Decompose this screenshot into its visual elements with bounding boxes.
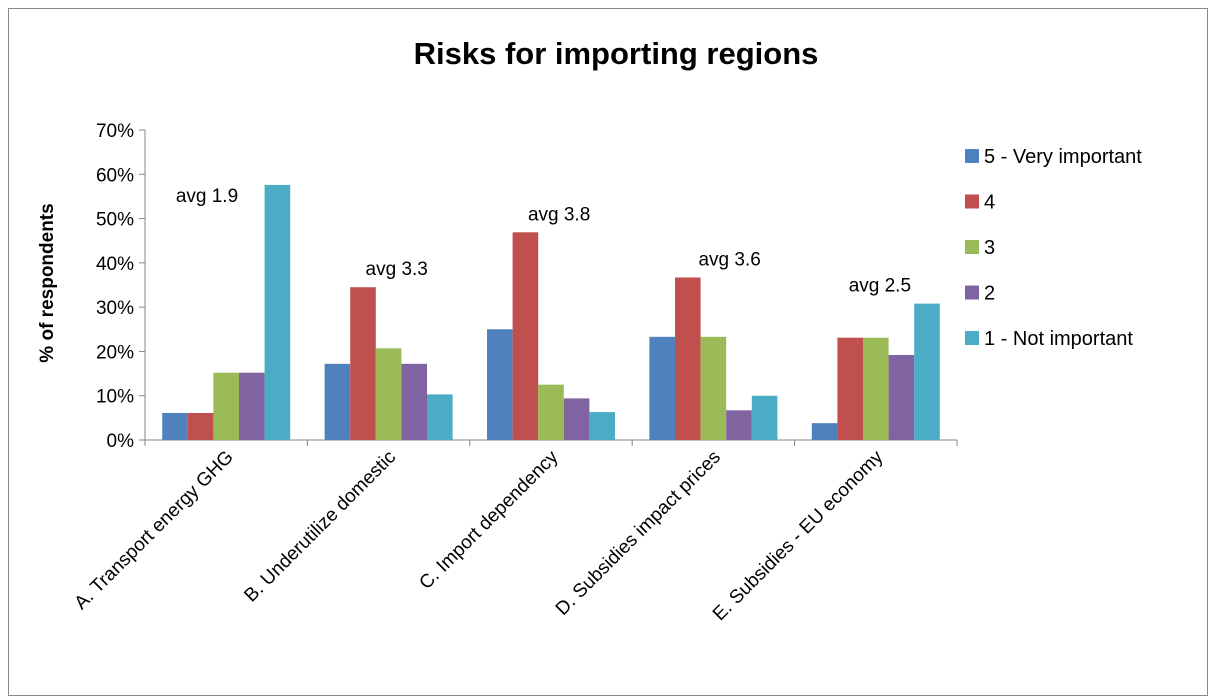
y-tick-label: 20% (96, 342, 134, 363)
avg-annotation: avg 2.5 (849, 276, 911, 297)
legend-label: 1 - Not important (984, 328, 1133, 350)
y-tick-label: 40% (96, 254, 134, 275)
legend-label: 4 (984, 192, 995, 214)
avg-annotation: avg 1.9 (176, 186, 238, 207)
bar (401, 363, 427, 440)
bar (888, 354, 915, 440)
legend-swatch (965, 240, 979, 254)
legend-swatch (965, 331, 979, 345)
bar (649, 336, 675, 440)
annotations: avg 1.9 avg 3.3 avg 3.8 avg 3.6 avg 2.5 (176, 186, 911, 297)
bar (751, 395, 778, 440)
y-tick-label: 10% (96, 387, 134, 408)
legend-swatch (965, 194, 979, 209)
bar (375, 348, 402, 440)
legend-label: 2 (984, 283, 995, 305)
avg-annotation: avg 3.3 (366, 259, 428, 280)
bar (487, 329, 513, 440)
chart-title: Risks for importing regions (414, 36, 819, 71)
bar (914, 303, 940, 440)
legend-swatch (965, 149, 979, 163)
bar (589, 412, 615, 440)
chart-frame (8, 8, 1208, 696)
bar (213, 372, 239, 440)
y-tick-label: 30% (96, 298, 134, 319)
bar (726, 410, 752, 440)
x-category-label: A. Transport energy GHG (71, 447, 238, 614)
y-axis: 0% 10% 20% 30% 40% 50% 60% 70% (96, 121, 146, 452)
bar (863, 337, 889, 440)
y-tick-label: 0% (107, 431, 135, 452)
y-axis-title: % of respondents (37, 203, 58, 362)
bar (837, 337, 863, 440)
bar (239, 372, 265, 440)
bar (264, 184, 291, 440)
legend-swatch (965, 285, 979, 300)
x-category-label: B. Underutilize domestic (240, 447, 400, 607)
bar (675, 277, 701, 440)
avg-annotation: avg 3.6 (698, 249, 760, 270)
x-category-label: E. Subsidies - EU economy (709, 446, 888, 625)
avg-annotation: avg 3.8 (528, 204, 590, 225)
x-axis: A. Transport energy GHG B. Underutilize d… (71, 439, 958, 625)
bar (324, 363, 351, 440)
x-category-label: D. Subsidies impact prices (552, 447, 725, 620)
y-tick-label: 50% (96, 210, 134, 231)
legend-label: 5 - Very important (984, 146, 1142, 168)
y-tick-label: 60% (96, 165, 134, 186)
bar (350, 287, 376, 440)
bar (700, 336, 727, 440)
bars (162, 184, 940, 440)
bar (162, 412, 188, 440)
bar (427, 394, 453, 440)
bar (811, 423, 838, 440)
legend: 5 - Very important 4 3 2 1 - Not important (965, 146, 1142, 350)
bar (512, 232, 539, 440)
bar (563, 398, 590, 440)
bar (538, 384, 564, 440)
x-category-label: C. Import dependency (415, 446, 562, 593)
bar (187, 412, 214, 440)
legend-label: 3 (984, 237, 995, 259)
y-tick-label: 70% (96, 121, 134, 142)
